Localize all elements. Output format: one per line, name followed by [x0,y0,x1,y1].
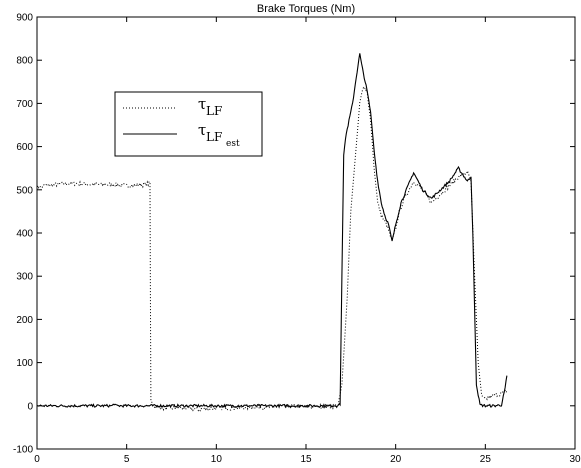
legend: τ LFτ LF est [114,91,263,157]
y-tick-label: -100 [13,445,33,456]
x-tick-label: 25 [480,454,492,465]
x-tick-label: 0 [34,454,40,465]
legend-box [114,91,263,157]
axes: 0 5 10 15 20 25 30-100010020030040050060070080… [13,13,581,466]
series-line-tau-lf-est [36,53,508,409]
y-tick-label: 200 [16,315,33,326]
legend-label-sub: LF [206,104,222,118]
y-tick-label: 100 [16,358,33,369]
y-tick-label: 0 [27,401,33,412]
x-tick-label: 30 [569,454,581,465]
x-tick-label: 20 [390,454,402,465]
legend-label-sub: LF [206,130,222,144]
y-tick-label: 800 [16,56,33,67]
y-tick-label: 700 [16,99,33,110]
chart-title: Brake Torques (Nm) [257,3,355,15]
plot-area [36,53,508,412]
x-tick-label: 5 [124,454,130,465]
legend-label: τ [198,121,206,139]
y-tick-label: 300 [16,272,33,283]
y-tick-label: 500 [16,185,33,196]
y-tick-label: 400 [16,229,33,240]
y-tick-label: 900 [16,13,33,24]
x-tick-label: 10 [211,454,223,465]
y-tick-label: 600 [16,142,33,153]
legend-label-subsub: est [226,139,240,149]
x-tick-label: 15 [300,454,312,465]
legend-label: τ [198,95,206,113]
